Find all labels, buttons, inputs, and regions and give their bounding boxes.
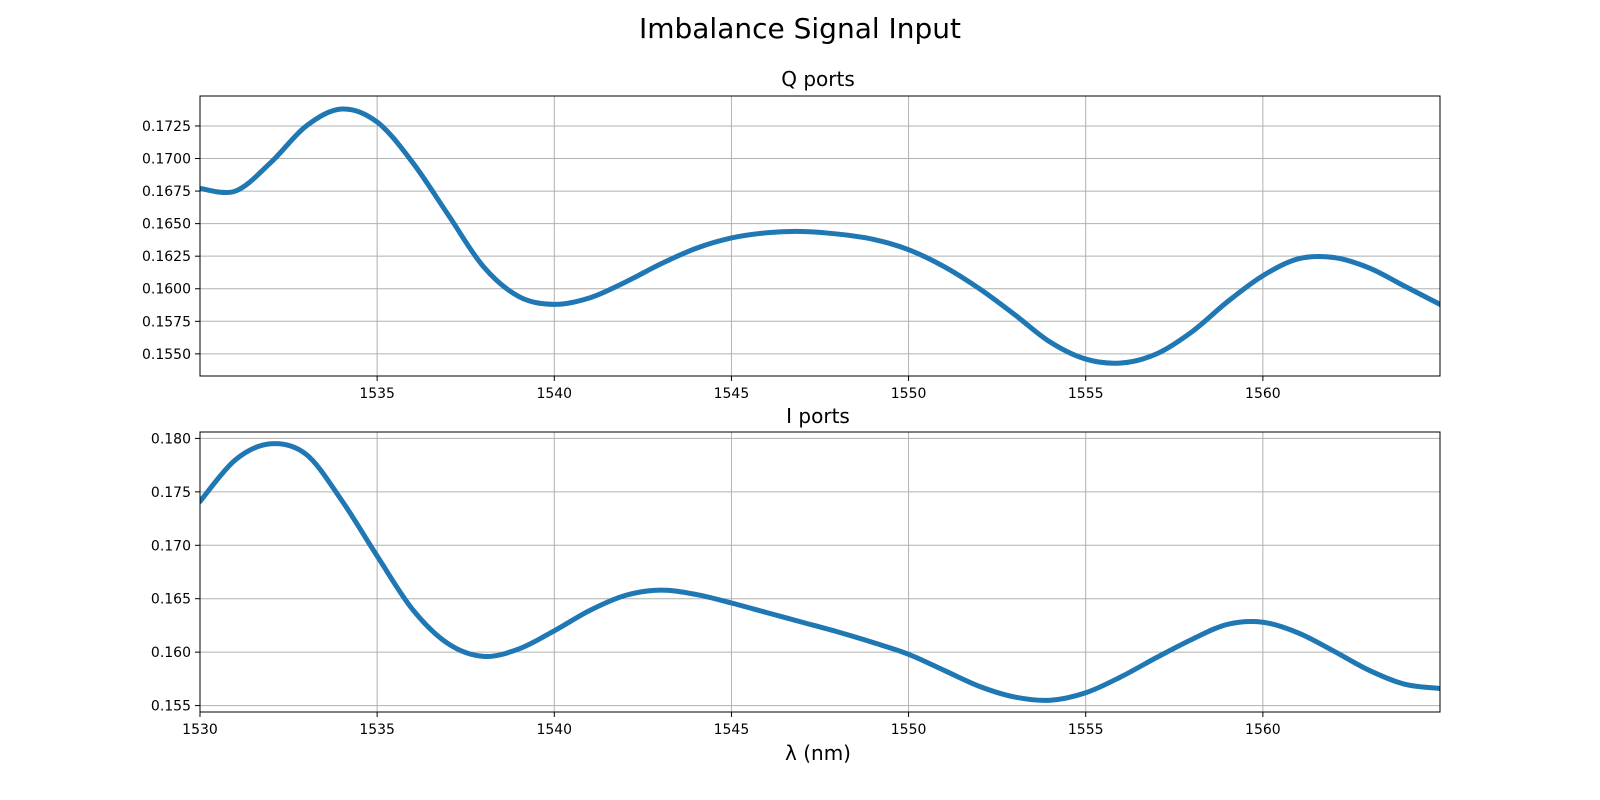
q-ports-x-tick-label: 1550 <box>891 386 927 402</box>
q-ports-series-line <box>200 106 1440 366</box>
x-axis-label: λ (nm) <box>785 741 851 765</box>
i-ports-x-tick-label: 1555 <box>1068 722 1104 738</box>
i-ports-series-line <box>200 441 1440 703</box>
q-ports-y-tick-label: 0.1575 <box>142 314 191 330</box>
i-ports-title: I ports <box>786 404 850 428</box>
i-ports-y-tick-label: 0.180 <box>151 431 191 447</box>
q-ports-grid <box>200 96 1440 376</box>
i-ports-x-tick-label: 1535 <box>359 722 395 738</box>
i-ports-x-tick-label: 1550 <box>891 722 927 738</box>
q-ports-y-tick-label: 0.1700 <box>142 152 191 168</box>
i-ports-panel: I ports 1530 1535 1540 1545 1550 1555 1560 0.15… <box>151 404 1441 765</box>
q-ports-panel: Q ports 1535 1540 1545 1550 1555 1560 0.1550 0.… <box>142 67 1441 402</box>
q-ports-x-tick-label: 1535 <box>359 386 395 402</box>
q-ports-x-tick-label: 1545 <box>714 386 750 402</box>
i-ports-x-tick-label: 1560 <box>1245 722 1281 738</box>
q-ports-y-tick-label: 0.1625 <box>142 249 191 265</box>
i-ports-y-tick-label: 0.170 <box>151 538 191 554</box>
q-ports-axes-frame <box>199 95 1441 377</box>
q-ports-y-tick-label: 0.1600 <box>142 282 191 298</box>
i-ports-y-tick-label: 0.165 <box>151 592 191 608</box>
q-ports-y-tick-label: 0.1725 <box>142 119 191 135</box>
q-ports-y-tick-label: 0.1675 <box>142 184 191 200</box>
q-ports-x-tick-label: 1560 <box>1245 386 1281 402</box>
i-ports-x-tick-label: 1540 <box>536 722 572 738</box>
i-ports-plot-area <box>200 441 1440 703</box>
i-ports-y-tick-label: 0.155 <box>151 699 191 715</box>
i-ports-ticks: 1530 1535 1540 1545 1550 1555 1560 0.155 0.160 0.… <box>151 431 1281 738</box>
q-ports-y-tick-label: 0.1550 <box>142 347 191 363</box>
q-ports-x-tick-label: 1540 <box>536 386 572 402</box>
i-ports-y-tick-label: 0.160 <box>151 645 191 661</box>
q-ports-y-tick-label: 0.1650 <box>142 217 191 233</box>
figure-title: Imbalance Signal Input <box>639 12 961 45</box>
q-ports-ticks: 1535 1540 1545 1550 1555 1560 0.1550 0.1575 0.16… <box>142 119 1281 402</box>
q-ports-plot-area <box>200 106 1440 366</box>
i-ports-x-tick-label: 1530 <box>182 722 218 738</box>
q-ports-title: Q ports <box>781 67 855 91</box>
q-ports-x-tick-label: 1555 <box>1068 386 1104 402</box>
i-ports-y-tick-label: 0.175 <box>151 485 191 501</box>
i-ports-axes-frame <box>199 431 1441 713</box>
i-ports-x-tick-label: 1545 <box>714 722 750 738</box>
